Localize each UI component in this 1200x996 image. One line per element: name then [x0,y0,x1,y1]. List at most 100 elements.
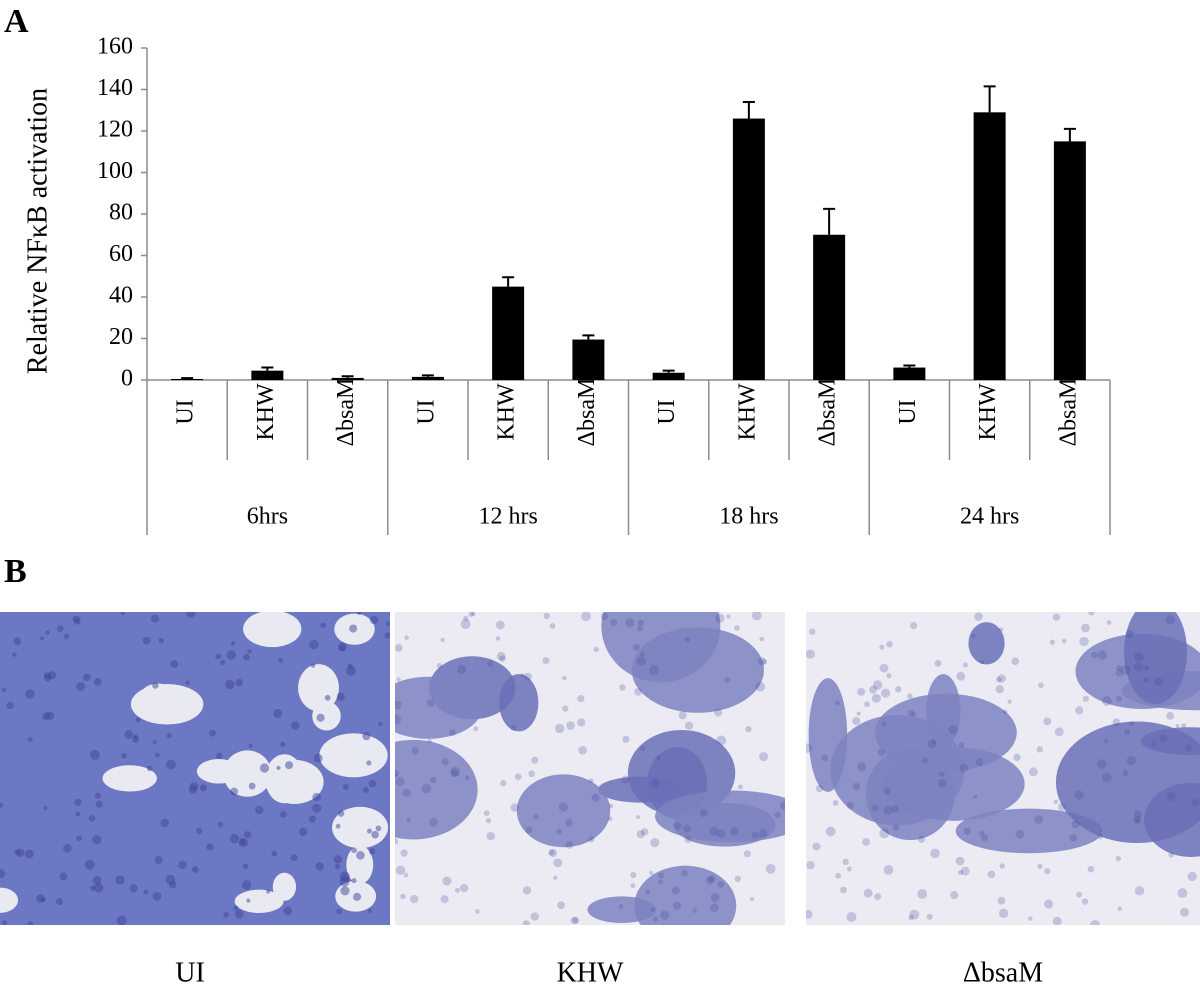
cell [1166,711,1175,720]
cell [395,777,405,787]
cell [310,663,316,668]
cell [27,921,34,925]
cell [640,745,646,751]
cell [342,783,349,790]
bar [171,378,204,380]
cell [45,630,50,636]
x-tick-label: UI [173,399,199,424]
cell [879,663,889,673]
cell [572,916,580,924]
cell [657,879,664,885]
y-tick-label: 40 [109,283,133,309]
cell [395,700,402,710]
cell [1049,639,1056,645]
cell [271,850,278,857]
cell [25,689,35,699]
cell [908,914,914,921]
cell [475,909,480,914]
cell [442,876,452,886]
cell [730,827,739,836]
y-tick-label: 20 [109,324,133,350]
cell [1053,799,1059,804]
cell [937,778,947,788]
cell [366,828,372,834]
cell [450,769,459,778]
cell [1044,868,1051,875]
cell [340,886,350,896]
cell [806,743,813,753]
cell [0,802,4,808]
cell [178,860,187,870]
cell [806,861,815,870]
cell [248,782,256,790]
cell [921,757,928,764]
cell [588,778,594,784]
cell [1135,818,1140,823]
cell [133,734,138,740]
cell [243,653,250,661]
cell [312,792,321,802]
cell [910,622,918,630]
cell [499,655,506,662]
cell [709,826,719,837]
cell [549,623,556,629]
cell [1122,770,1129,776]
cell [94,883,104,893]
cell [1115,669,1123,677]
cell [1165,615,1175,625]
cell [351,878,357,884]
cell [291,721,300,730]
cell [59,872,68,881]
y-tick-label: 60 [109,241,133,267]
cell [673,821,682,830]
cell [927,739,936,749]
cell [76,835,82,842]
cell [581,612,591,622]
cell [656,755,661,760]
cell [473,726,479,732]
cell [931,739,937,745]
cell [1038,682,1044,688]
error-bar [181,377,194,380]
x-tick-label: UI [654,399,680,424]
cell [531,756,539,764]
cell [496,651,506,661]
cell [974,612,983,622]
cell-cluster [598,776,684,803]
cell [699,809,708,818]
cell [1089,920,1100,925]
cell [1052,916,1062,925]
cell [44,672,51,679]
cell [169,881,177,889]
cell [226,650,237,660]
cell [223,911,230,918]
error-bar [662,369,675,373]
cell [6,701,14,710]
cell [283,906,293,916]
cell [396,677,401,682]
cell [734,875,742,883]
cell [1159,734,1168,743]
cell [362,786,369,793]
cell [88,815,96,822]
cell [930,848,940,859]
cell [230,641,236,646]
cell [135,717,141,723]
cell [384,632,390,639]
cell [600,612,609,621]
cell [514,773,522,781]
cell [471,612,476,617]
cell [630,872,637,879]
cell [242,863,249,870]
cell [273,708,283,719]
cell [825,826,836,837]
cell [918,835,926,843]
cell [834,700,840,706]
cell [160,818,170,828]
cell [154,855,163,864]
cell [27,736,33,742]
cell [999,863,1006,869]
cell [649,870,654,876]
cell [658,872,664,879]
